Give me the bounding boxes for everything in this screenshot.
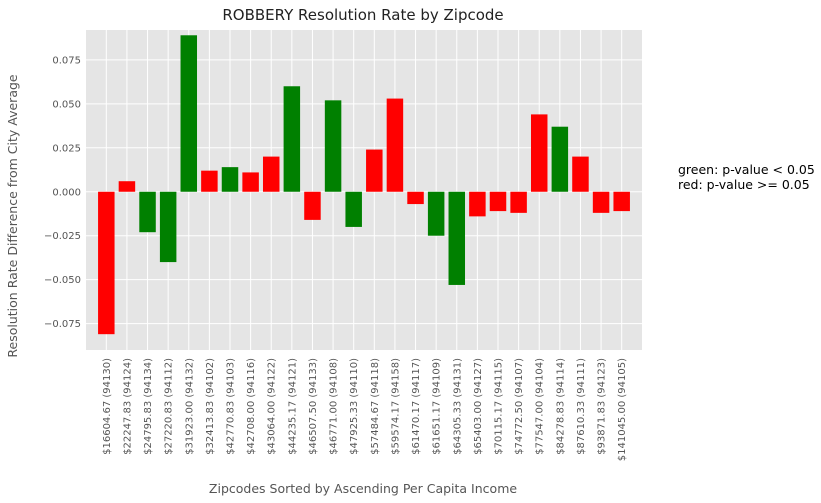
- x-tick-label: $93871.83 (94123): [597, 358, 608, 455]
- x-tick-label: $16604.67 (94130): [102, 358, 113, 455]
- y-axis: −0.075 −0.050 −0.025 0.000 0.025 0.050 0.075: [44, 55, 81, 330]
- x-tick-label: $32413.83 (94102): [205, 358, 216, 455]
- y-tick-label: 0.000: [52, 187, 81, 198]
- x-tick-label: $42770.83 (94103): [226, 358, 237, 455]
- significance-legend: green: p-value < 0.05 red: p-value >= 0.…: [678, 162, 815, 192]
- legend-green-text: green: p-value < 0.05: [678, 162, 815, 177]
- y-tick-label: −0.050: [44, 275, 81, 286]
- x-tick-label: $70115.17 (94115): [494, 358, 505, 455]
- bar: [283, 86, 301, 192]
- x-tick-label: $57484.67 (94118): [370, 358, 381, 455]
- x-tick-label: $46507.50 (94133): [308, 358, 319, 455]
- y-tick-label: 0.025: [52, 143, 81, 154]
- bar: [139, 191, 156, 233]
- bar: [489, 191, 507, 212]
- bar: [469, 191, 486, 217]
- x-tick-label: $64305.33 (94131): [452, 358, 463, 455]
- bar: [118, 181, 136, 192]
- y-tick-label: 0.075: [52, 55, 81, 66]
- x-tick-label: $61470.17 (94117): [411, 358, 422, 455]
- x-tick-label: $24795.83 (94134): [143, 358, 154, 455]
- y-tick-label: −0.025: [44, 231, 81, 242]
- bar: [572, 156, 589, 192]
- y-axis-title: Resolution Rate Difference from City Ave…: [5, 74, 20, 358]
- legend-red-text: red: p-value >= 0.05: [678, 177, 810, 192]
- bar: [427, 191, 445, 236]
- x-tick-label: $42708.00 (94116): [246, 358, 257, 455]
- x-tick-label: $65403.00 (94127): [473, 358, 484, 455]
- y-tick-label: −0.075: [44, 319, 81, 330]
- x-axis: $16604.67 (94130) $22247.83 (94124) $24795…: [102, 358, 628, 461]
- bar: [159, 191, 177, 263]
- bar: [242, 172, 259, 192]
- bar: [304, 191, 321, 220]
- plot-area: [86, 30, 642, 350]
- chart-title: ROBBERY Resolution Rate by Zipcode: [222, 6, 503, 24]
- x-tick-label: $31923.00 (94132): [184, 358, 195, 455]
- bar: [345, 191, 362, 227]
- x-tick-label: $44235.17 (94121): [287, 358, 298, 455]
- y-tick-label: 0.050: [52, 99, 81, 110]
- bar: [407, 191, 424, 205]
- bar: [386, 98, 404, 192]
- bar: [530, 114, 548, 192]
- bar: [324, 100, 342, 192]
- x-tick-label: $141045.00 (94105): [617, 358, 628, 461]
- x-tick-label: $61651.17 (94109): [432, 358, 443, 455]
- bar: [262, 156, 280, 192]
- bar: [98, 191, 115, 335]
- bar: [510, 191, 527, 213]
- bar: [201, 170, 218, 192]
- x-axis-title: Zipcodes Sorted by Ascending Per Capita …: [209, 481, 517, 496]
- x-tick-label: $43064.00 (94122): [267, 358, 278, 455]
- bars: [98, 35, 630, 335]
- x-tick-label: $74772.50 (94107): [514, 358, 525, 455]
- bar: [221, 167, 239, 192]
- bar: [180, 35, 198, 192]
- bar: [613, 191, 630, 212]
- x-tick-label: $27220.83 (94112): [164, 358, 175, 455]
- x-tick-label: $84278.83 (94114): [555, 358, 566, 455]
- bar: [366, 149, 383, 192]
- bar: [448, 191, 466, 285]
- bar: [551, 126, 569, 192]
- x-tick-label: $59574.17 (94158): [390, 358, 401, 455]
- x-tick-label: $47925.33 (94110): [349, 358, 360, 455]
- x-tick-label: $87610.33 (94111): [576, 358, 587, 455]
- x-tick-label: $22247.83 (94124): [122, 358, 133, 455]
- bar: [592, 191, 610, 213]
- x-tick-label: $46771.00 (94108): [329, 358, 340, 455]
- x-tick-label: $77547.00 (94104): [535, 358, 546, 455]
